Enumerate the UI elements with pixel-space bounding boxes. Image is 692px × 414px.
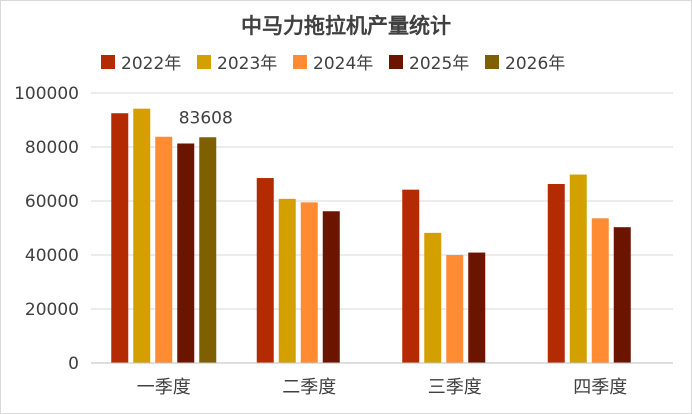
bar-3-2	[591, 218, 609, 363]
bar-0-3	[177, 143, 195, 363]
y-tick-label-3: 60000	[25, 192, 79, 212]
bar-3-1	[569, 174, 587, 363]
bar-0-4	[199, 137, 217, 363]
legend-swatch-0	[101, 55, 115, 69]
bar-1-0	[256, 178, 274, 363]
bar-3-0	[547, 183, 565, 363]
legend-label-3: 2025年	[409, 54, 469, 74]
category-label-2: 三季度	[428, 377, 482, 398]
legend: 2022年 2023年 2024年 2025年 2026年	[101, 54, 565, 74]
bar-2-1	[424, 232, 442, 363]
category-labels: 一季度 二季度 三季度 四季度	[137, 377, 628, 398]
bar-1-3	[322, 211, 340, 363]
bar-0-1	[133, 108, 151, 363]
category-label-1: 二季度	[282, 377, 336, 398]
bar-2-2	[446, 255, 464, 363]
y-axis-ticks: 0 20000 40000 60000 80000 100000	[14, 84, 79, 374]
legend-swatch-1	[197, 55, 211, 69]
legend-label-4: 2026年	[505, 54, 565, 74]
bars	[111, 108, 631, 363]
bar-2-0	[402, 189, 420, 363]
legend-swatch-2	[293, 55, 307, 69]
bar-0-0	[111, 113, 129, 363]
y-tick-label-2: 40000	[25, 246, 79, 266]
legend-label-0: 2022年	[121, 54, 181, 74]
bar-0-2	[155, 136, 173, 363]
chart-title: 中马力拖拉机产量统计	[241, 14, 451, 38]
bar-1-2	[300, 202, 318, 363]
category-label-0: 一季度	[137, 377, 191, 398]
legend-label-1: 2023年	[217, 54, 277, 74]
legend-swatch-3	[389, 55, 403, 69]
bar-3-3	[613, 227, 631, 363]
y-tick-label-1: 20000	[25, 300, 79, 320]
category-label-3: 四季度	[573, 377, 627, 398]
legend-label-2: 2024年	[313, 54, 373, 74]
bar-1-1	[278, 198, 296, 363]
y-tick-label-4: 80000	[25, 138, 79, 158]
legend-swatch-4	[485, 55, 499, 69]
data-label-0: 83608	[179, 108, 233, 128]
y-tick-label-5: 100000	[14, 84, 79, 104]
y-tick-label-0: 0	[68, 354, 79, 374]
bar-2-3	[468, 252, 486, 363]
data-labels: 83608	[179, 108, 233, 128]
